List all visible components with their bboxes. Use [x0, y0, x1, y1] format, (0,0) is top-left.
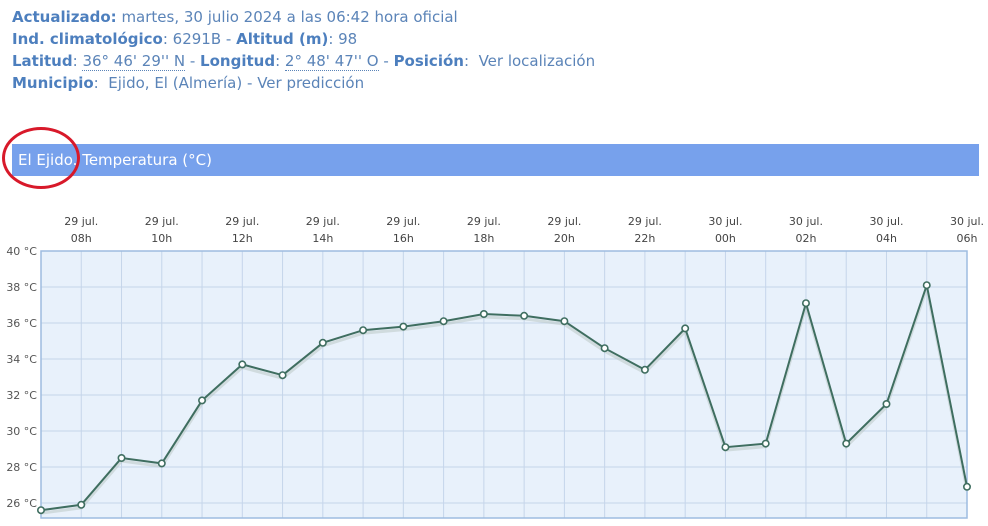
climato-row: Ind. climatológico: 6291B - Altitud (m):…: [12, 28, 595, 50]
data-point[interactable]: [399, 322, 408, 331]
municipality-link[interactable]: Ejido, El (Almería): [108, 74, 243, 92]
y-tick-label: 40 °C: [6, 245, 37, 258]
updated-label: Actualizado:: [12, 8, 117, 26]
plot-frame: [40, 250, 968, 519]
data-point[interactable]: [882, 400, 891, 409]
x-tick-day-label: 29 jul.: [306, 215, 340, 228]
municipality-row: Municipio: Ejido, El (Almería) - Ver pre…: [12, 72, 595, 94]
altitude-value: : 98: [328, 30, 358, 48]
x-tick-hour-label: 06h: [957, 232, 978, 245]
x-tick-hour-label: 16h: [393, 232, 414, 245]
y-tick-label: 26 °C: [6, 497, 37, 510]
separator: -: [242, 74, 258, 92]
highlight-circle: [2, 127, 80, 189]
data-point[interactable]: [922, 281, 931, 290]
climato-value: : 6291B: [162, 30, 222, 48]
y-tick-label: 28 °C: [6, 461, 37, 474]
municipality-label: Municipio: [12, 74, 94, 92]
data-point[interactable]: [318, 338, 327, 347]
data-point[interactable]: [560, 317, 569, 326]
y-tick-label: 34 °C: [6, 353, 37, 366]
separator: -: [185, 52, 201, 70]
y-tick-label: 36 °C: [6, 317, 37, 330]
x-tick-hour-label: 04h: [876, 232, 897, 245]
longitude-value: 2° 48' 47'' O: [284, 52, 379, 71]
x-tick-day-label: 29 jul.: [225, 215, 259, 228]
chart-title-rest: . Temperatura (°C): [72, 151, 212, 169]
data-point[interactable]: [962, 482, 971, 491]
x-tick-hour-label: 10h: [151, 232, 172, 245]
x-tick-day-label: 30 jul.: [708, 215, 742, 228]
x-tick-hour-label: 14h: [312, 232, 333, 245]
plot-area: [41, 251, 967, 518]
x-tick-day-label: 29 jul.: [386, 215, 420, 228]
x-tick-hour-label: 20h: [554, 232, 575, 245]
view-location-link[interactable]: Ver localización: [478, 52, 596, 70]
x-tick-hour-label: 18h: [473, 232, 494, 245]
altitude-label: Altitud (m): [236, 30, 329, 48]
separator: -: [221, 30, 237, 48]
x-tick-day-label: 29 jul.: [628, 215, 662, 228]
data-point[interactable]: [801, 299, 810, 308]
data-point[interactable]: [761, 439, 770, 448]
temperature-chart: 26 °C 28 °C 30 °C 32 °C 34 °C 36 °C 38 °C 40 °C…: [6, 215, 984, 519]
updated-row: Actualizado: martes, 30 julio 2024 a las…: [12, 6, 595, 28]
coords-row: Latitud: 36° 46' 29'' N - Longitud: 2° 4…: [12, 50, 595, 72]
data-point[interactable]: [600, 344, 609, 353]
latitude-colon: :: [72, 52, 78, 70]
x-tick-day-label: 29 jul.: [547, 215, 581, 228]
data-point[interactable]: [157, 459, 166, 468]
data-point[interactable]: [77, 500, 86, 509]
data-point[interactable]: [117, 454, 126, 463]
municipality-colon: :: [93, 74, 99, 92]
longitude-label: Longitud: [200, 52, 276, 70]
position-colon: :: [463, 52, 470, 70]
data-point[interactable]: [238, 360, 247, 369]
climato-label: Ind. climatológico: [12, 30, 163, 48]
data-point[interactable]: [681, 324, 690, 333]
y-tick-label: 30 °C: [6, 425, 37, 438]
x-tick-day-label: 30 jul.: [950, 215, 984, 228]
x-tick-hour-label: 00h: [715, 232, 736, 245]
data-point[interactable]: [36, 506, 45, 515]
temperature-line: [40, 281, 968, 512]
data-point[interactable]: [479, 310, 488, 319]
x-tick-hour-label: 02h: [795, 232, 816, 245]
x-tick-hour-label: 12h: [232, 232, 253, 245]
longitude-colon: :: [275, 52, 281, 70]
y-tick-label: 32 °C: [6, 389, 37, 402]
data-point[interactable]: [359, 326, 368, 335]
x-tick-day-label: 30 jul.: [789, 215, 823, 228]
data-point[interactable]: [439, 317, 448, 326]
updated-value: martes, 30 julio 2024 a las 06:42 hora o…: [121, 8, 458, 26]
latitude-label: Latitud: [12, 52, 73, 70]
data-point[interactable]: [520, 311, 529, 320]
chart-title-bar: El Ejido. Temperatura (°C): [12, 144, 979, 176]
position-label: Posición: [393, 52, 464, 70]
x-tick-day-label: 30 jul.: [869, 215, 903, 228]
station-info: Actualizado: martes, 30 julio 2024 a las…: [12, 6, 595, 94]
view-forecast-link[interactable]: Ver predicción: [257, 74, 365, 92]
y-tick-label: 38 °C: [6, 281, 37, 294]
data-point[interactable]: [640, 365, 649, 374]
x-tick-day-label: 29 jul.: [467, 215, 501, 228]
separator: -: [378, 52, 394, 70]
x-tick-day-label: 29 jul.: [64, 215, 98, 228]
data-point[interactable]: [278, 371, 287, 380]
data-point[interactable]: [198, 396, 207, 405]
x-tick-hour-label: 22h: [634, 232, 655, 245]
data-point[interactable]: [721, 443, 730, 452]
latitude-value: 36° 46' 29'' N: [82, 52, 186, 71]
x-tick-hour-label: 08h: [71, 232, 92, 245]
data-point[interactable]: [842, 439, 851, 448]
x-tick-day-label: 29 jul.: [145, 215, 179, 228]
